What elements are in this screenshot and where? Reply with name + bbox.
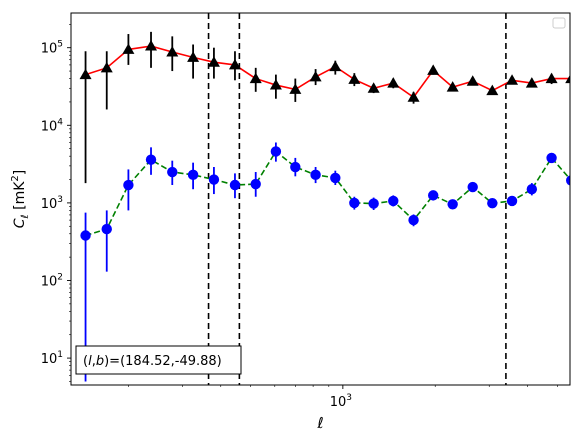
- data-point-circle: [101, 223, 112, 235]
- axes-frame: [70, 12, 571, 386]
- y-tick-label: 101: [41, 350, 63, 367]
- data-point-circle: [487, 198, 498, 209]
- data-point-triangle: [289, 83, 302, 94]
- y-tick-label: 103: [41, 195, 63, 212]
- data-point-triangle: [565, 74, 570, 84]
- data-point-circle: [546, 152, 557, 164]
- data-point-circle: [447, 199, 458, 210]
- data-point-triangle: [145, 40, 158, 51]
- data-point-circle: [368, 198, 379, 209]
- data-point-circle: [330, 172, 341, 184]
- data-point-circle: [349, 197, 360, 209]
- annotation-frame: [75, 345, 242, 375]
- data-point-triangle: [166, 46, 179, 57]
- data-point-triangle: [187, 51, 200, 62]
- data-point-triangle: [207, 56, 220, 67]
- data-point-triangle: [309, 70, 322, 82]
- data-point-triangle: [466, 75, 479, 86]
- data-point-circle: [310, 169, 321, 181]
- data-point-circle: [145, 154, 157, 165]
- y-tick-label: 102: [41, 272, 63, 289]
- data-point-circle: [408, 214, 419, 226]
- data-point-triangle: [387, 77, 400, 88]
- annotation-text: (l,b)=(184.52,-49.88): [83, 354, 222, 369]
- data-point-circle: [270, 146, 282, 157]
- data-point-triangle: [329, 60, 342, 72]
- y-tick-label: 104: [41, 117, 64, 134]
- data-point-triangle: [79, 68, 92, 80]
- data-point-triangle: [506, 74, 519, 85]
- data-point-circle: [80, 230, 91, 241]
- data-point-circle: [208, 174, 220, 185]
- data-point-circle: [187, 169, 199, 181]
- data-point-triangle: [407, 91, 420, 102]
- y-tick-label: 105: [41, 40, 63, 57]
- data-point-triangle: [545, 72, 558, 84]
- data-point-triangle: [228, 58, 241, 70]
- annotation-box: (l,b)=(184.52,-49.88): [75, 345, 242, 375]
- data-point-triangle: [367, 82, 380, 93]
- data-point-circle: [290, 161, 301, 173]
- data-point-circle: [566, 175, 570, 186]
- data-point-circle: [388, 195, 399, 207]
- plot-area: [207, 13, 507, 385]
- data-point-triangle: [427, 64, 440, 75]
- data-point-triangle: [100, 61, 113, 73]
- x-tick-label: 103: [330, 393, 352, 410]
- legend-frame: [552, 17, 566, 29]
- y-axis-label: Cℓ [mK2]: [10, 170, 31, 229]
- data-point-triangle: [122, 43, 135, 54]
- data-point-triangle: [525, 77, 538, 88]
- data-point-circle: [123, 179, 134, 191]
- data-point-triangle: [348, 73, 361, 84]
- data-point-circle: [229, 179, 241, 191]
- data-point-circle: [427, 190, 439, 201]
- data-point-triangle: [446, 81, 459, 92]
- data-point-circle: [167, 166, 178, 178]
- data-point-circle: [506, 195, 518, 207]
- series-group: [80, 142, 570, 382]
- data-point-circle: [526, 184, 538, 195]
- legend: [552, 17, 566, 29]
- series-group: [79, 31, 570, 184]
- data-point-triangle: [486, 84, 499, 96]
- data-point-circle: [250, 178, 261, 190]
- data-point-triangle: [249, 72, 262, 84]
- data-point-circle: [467, 181, 478, 193]
- x-axis-label: ℓ: [316, 414, 323, 432]
- series-layer: [79, 31, 570, 382]
- data-point-triangle: [269, 79, 282, 90]
